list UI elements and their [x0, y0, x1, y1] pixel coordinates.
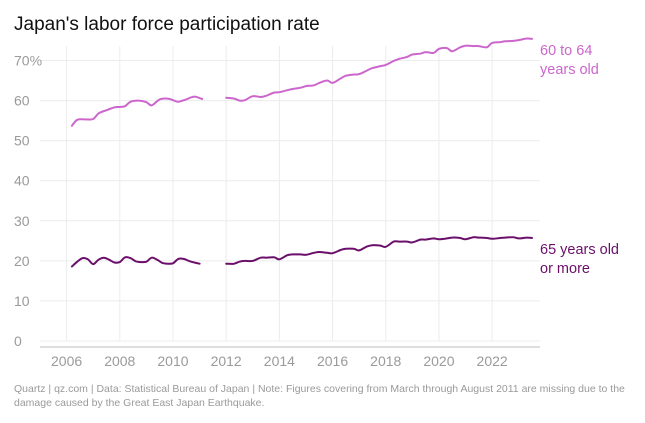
x-tick-label-2018: 2018 — [370, 353, 401, 369]
x-tick-label-2010: 2010 — [157, 353, 188, 369]
y-tick-label-20: 20 — [14, 253, 30, 269]
x-tick-label-2020: 2020 — [423, 353, 454, 369]
series-line-60-64-segment-2 — [225, 37, 533, 102]
series-label-65-plus-line-1: 65 years old — [540, 242, 619, 258]
series-line-60-64-segment-1 — [70, 95, 204, 127]
x-tick-label-2016: 2016 — [317, 353, 348, 369]
x-tick-label-2006: 2006 — [51, 353, 82, 369]
y-tick-label-40: 40 — [14, 173, 30, 189]
y-tick-label-10: 10 — [14, 293, 30, 309]
chart-footer-note: Quartz | qz.com | Data: Statistical Bure… — [14, 383, 625, 409]
y-tick-label-30: 30 — [14, 213, 30, 229]
chart-title: Japan's labor force participation rate — [14, 14, 320, 35]
series-label-65-plus-line-2: or more — [540, 261, 590, 277]
series-line-65-plus-segment-1 — [70, 256, 201, 268]
x-tick-label-2008: 2008 — [104, 353, 135, 369]
y-tick-label-60: 60 — [14, 93, 30, 109]
series-label-60-64-line-2: years old — [540, 62, 599, 78]
series-line-65-plus-segment-2 — [225, 236, 533, 265]
y-tick-label-0: 0 — [14, 333, 22, 349]
x-tick-label-2012: 2012 — [211, 353, 242, 369]
x-tick-label-2022: 2022 — [477, 353, 508, 369]
x-tick-label-2014: 2014 — [264, 353, 295, 369]
y-tick-label-70: 70% — [14, 53, 42, 69]
series-label-60-64-line-1: 60 to 64 — [540, 43, 592, 59]
y-tick-label-50: 50 — [14, 133, 30, 149]
